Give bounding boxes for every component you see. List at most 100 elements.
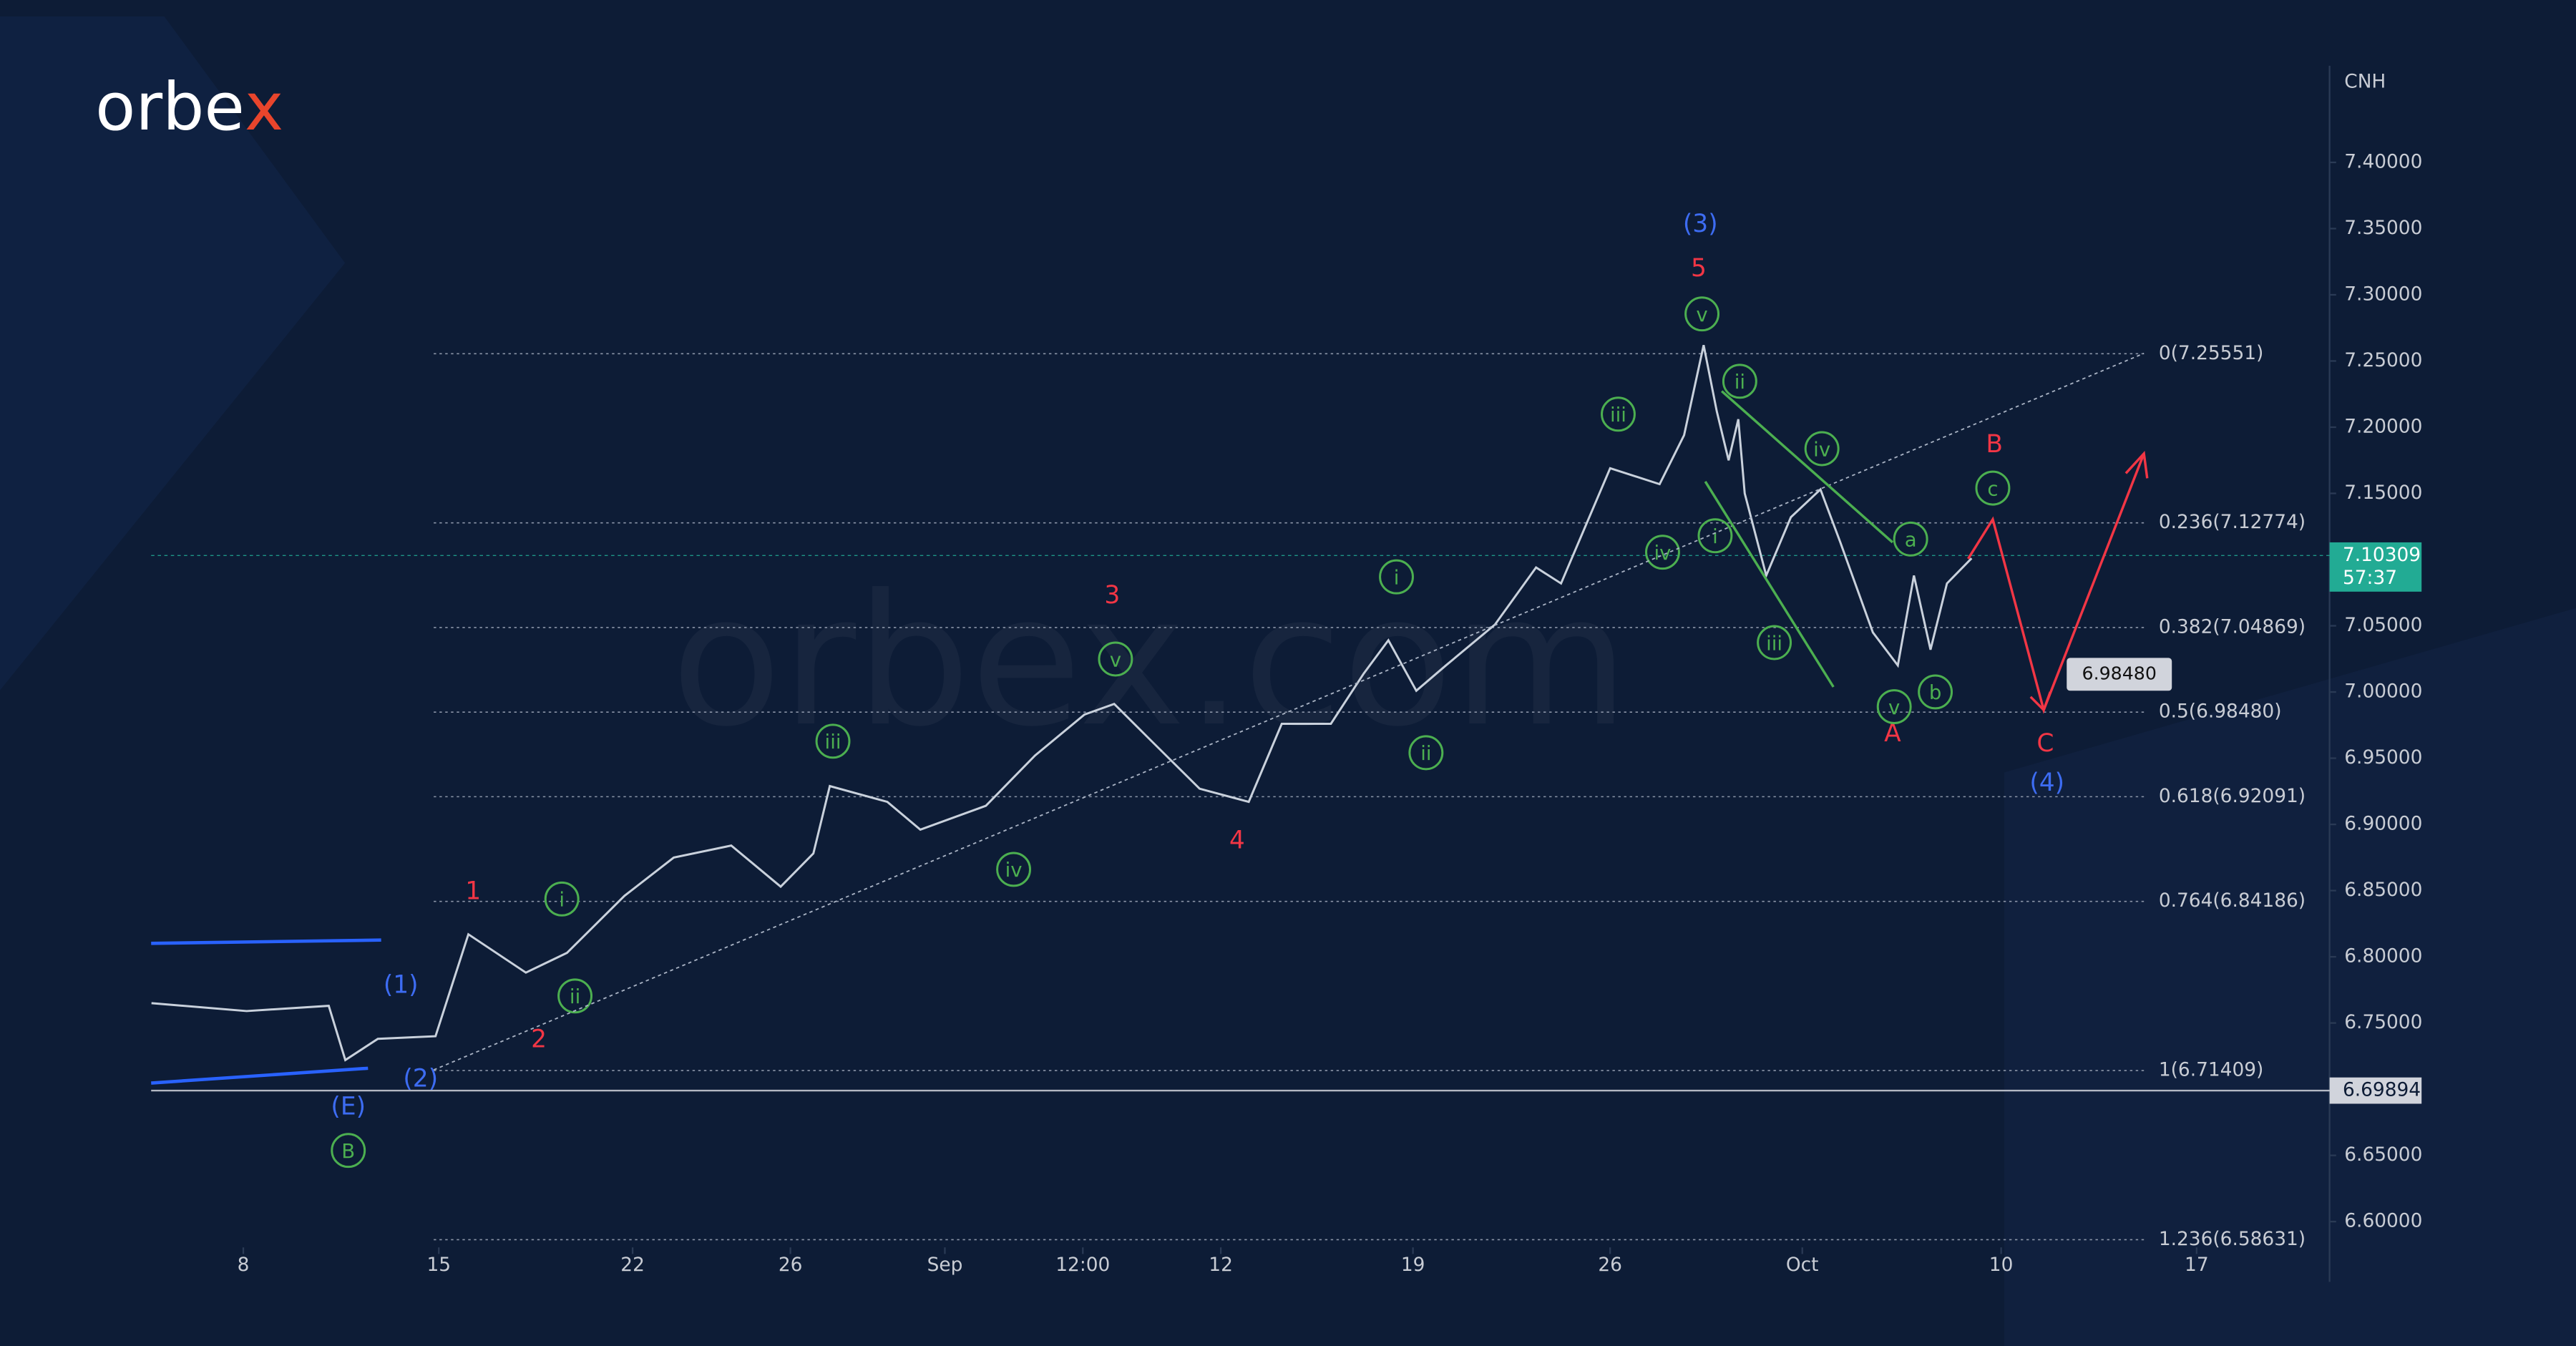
x-tick-label: Oct <box>1786 1254 1819 1276</box>
y-tick-label: 7.30000 <box>2344 283 2422 305</box>
wave-label: 2 <box>531 1025 547 1053</box>
x-tick-label: 12 <box>1209 1254 1233 1276</box>
wave-circle <box>1893 521 1928 557</box>
wedge-line <box>1704 481 1835 688</box>
y-tick-label: 7.05000 <box>2344 614 2422 636</box>
y-tick-label: 7.00000 <box>2344 681 2422 703</box>
wave-circle <box>1876 689 1912 725</box>
wave-label: i <box>559 889 565 912</box>
wave-circle <box>996 852 1032 887</box>
trend-line <box>151 1066 369 1085</box>
wave-circle <box>557 978 593 1014</box>
wave-label: ii <box>570 985 580 1008</box>
x-tick-label: 26 <box>779 1254 803 1276</box>
y-tick-label: 7.40000 <box>2344 150 2422 172</box>
fib-label: 1.236(6.58631) <box>2159 1228 2306 1250</box>
wave-label: iii <box>825 731 841 754</box>
price-tag-label: 6.69894 <box>2343 1079 2421 1101</box>
wave-label: B <box>1986 430 2003 459</box>
wave-label: iv <box>1005 859 1023 882</box>
wave-circle <box>1975 470 2011 506</box>
wave-label: iii <box>1766 632 1782 655</box>
wave-circle <box>1804 431 1840 467</box>
y-tick-label: 6.80000 <box>2344 945 2422 967</box>
wave-label: 5 <box>1691 254 1707 283</box>
wave-circle <box>1379 559 1414 595</box>
wave-label: (4) <box>2029 769 2064 797</box>
plot: 6.600006.650006.700006.750006.800006.850… <box>151 150 2422 1276</box>
wave-label: iv <box>1813 438 1830 461</box>
fib-label: 0.5(6.98480) <box>2159 701 2282 723</box>
channel-line <box>433 352 2145 1071</box>
wave-label: (E) <box>331 1092 366 1121</box>
wave-label: (2) <box>403 1064 438 1093</box>
x-tick-label: 8 <box>238 1254 250 1276</box>
wave-label: B <box>341 1140 355 1163</box>
wave-circle <box>331 1133 366 1169</box>
wave-circle <box>1757 625 1792 660</box>
x-tick-label: 15 <box>426 1254 451 1276</box>
x-tick-label: 19 <box>1401 1254 1425 1276</box>
target-box <box>2067 658 2172 691</box>
wave-label: c <box>1987 477 1998 500</box>
wave-label: ii <box>1735 371 1745 394</box>
wave-label: a <box>1905 529 1917 552</box>
y-tick-label: 6.85000 <box>2344 879 2422 901</box>
wave-label: C <box>2036 729 2054 758</box>
deco-shape <box>0 16 346 691</box>
wave-label: 3 <box>1104 581 1120 610</box>
wave-circle <box>544 881 580 917</box>
wave-label: (3) <box>1683 210 1718 238</box>
wave-circle <box>1918 674 1953 710</box>
logo-accent: x <box>245 69 283 146</box>
countdown: 57:37 <box>2343 567 2397 589</box>
wave-circle <box>1722 364 1757 399</box>
fib-label: 0(7.25551) <box>2159 342 2263 364</box>
y-tick-label: 6.60000 <box>2344 1210 2422 1232</box>
wave-label: v <box>1110 648 1121 671</box>
arrow-head <box>2124 451 2149 479</box>
wave-label: A <box>1884 719 1901 748</box>
wave-label: 1 <box>465 877 481 906</box>
wave-circle <box>815 723 851 759</box>
logo-main: orbe <box>95 69 245 146</box>
axis-label: CNH <box>2344 70 2386 92</box>
x-tick-label: Sep <box>927 1254 963 1276</box>
logo: orbex <box>95 69 283 146</box>
fib-label: 0.236(7.12774) <box>2159 511 2306 533</box>
y-tick-label: 6.90000 <box>2344 813 2422 835</box>
fib-label: 1(6.71409) <box>2159 1059 2263 1081</box>
price-line-series <box>151 344 1973 1062</box>
price-tag-label: 7.10309 <box>2343 544 2421 566</box>
y-tick-label: 6.75000 <box>2344 1011 2422 1033</box>
wave-label: i <box>1394 566 1400 589</box>
wave-label: iii <box>1610 404 1626 426</box>
y-tick-label: 7.25000 <box>2344 349 2422 371</box>
wave-circle <box>1408 735 1444 771</box>
wave-circle <box>1645 535 1680 570</box>
fib-label: 0.764(6.84186) <box>2159 889 2306 912</box>
y-tick-label: 6.95000 <box>2344 746 2422 769</box>
watermark: orbex.com <box>671 556 1629 766</box>
deco-shape <box>2004 608 2576 1346</box>
wave-label: iv <box>1654 542 1671 565</box>
wave-circle <box>1098 641 1133 677</box>
wave-label: v <box>1696 303 1707 326</box>
x-tick-label: 22 <box>620 1254 645 1276</box>
x-tick-label: 17 <box>2185 1254 2209 1276</box>
price-tag <box>2329 542 2422 592</box>
wedge-line <box>1720 390 1894 544</box>
wave-label: i <box>1712 525 1718 548</box>
wave-label: v <box>1888 696 1900 719</box>
wave-label: b <box>1929 681 1941 704</box>
wave-circle <box>1601 396 1636 432</box>
fib-label: 0.618(6.92091) <box>2159 785 2306 807</box>
y-tick-label: 7.35000 <box>2344 217 2422 239</box>
target-label: 6.98480 <box>2082 663 2157 683</box>
trend-line <box>151 938 381 945</box>
projection-path <box>1967 453 2145 714</box>
wave-label: ii <box>1420 742 1431 765</box>
y-tick-label: 6.65000 <box>2344 1143 2422 1166</box>
